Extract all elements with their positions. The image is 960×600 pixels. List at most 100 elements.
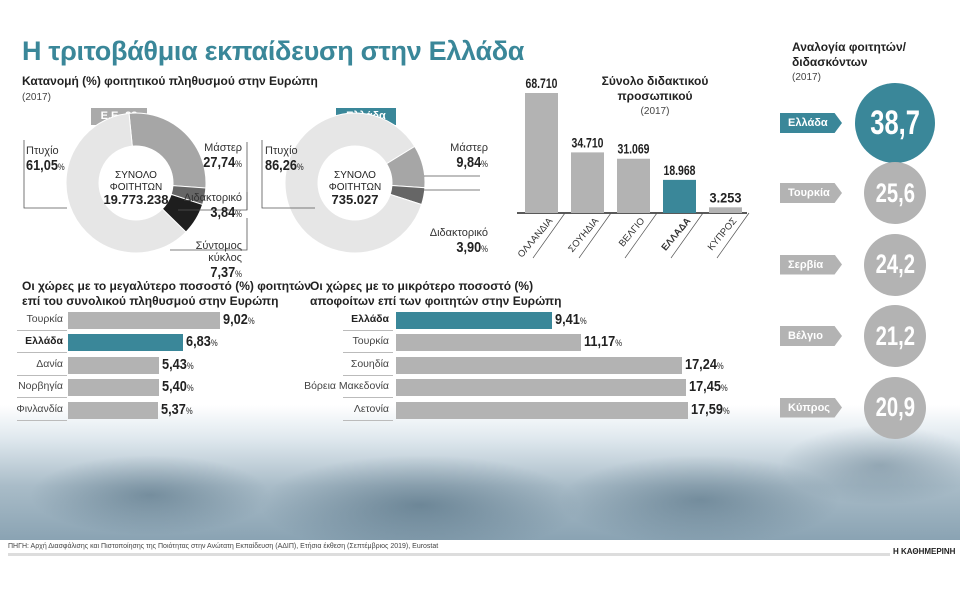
hbar-value: 17,59% <box>690 400 730 418</box>
hbar-value: 11,17% <box>584 333 623 351</box>
leader-line <box>170 218 248 251</box>
row-label: Τουρκία <box>352 335 389 348</box>
row-label: Δανία <box>36 357 63 370</box>
row-divider <box>343 330 393 331</box>
row-divider <box>343 419 393 421</box>
bar-ΕΛΛΑΔΑ <box>663 179 696 213</box>
hbar-value: 17,24% <box>685 355 724 373</box>
category-label: ΕΛΛΑΔΑ <box>659 216 693 253</box>
eu-center-label: ΣΥΝΟΛΟ ΦΟΙΤΗΤΩΝ 19.773.238 <box>103 170 169 207</box>
bar-value-label: 34.710 <box>572 134 604 150</box>
ratio-title: Αναλογία φοιτητών/διδασκόντων <box>792 40 906 69</box>
hbar-value: 17,45% <box>688 378 728 396</box>
ratio-bubble: 25,6 <box>864 162 926 224</box>
hbar-value: 5,40% <box>161 378 194 396</box>
row-divider <box>17 352 67 354</box>
footer-divider <box>8 553 890 556</box>
hbar2-title: Οι χώρες με το μικρότερο ποσοστό (%) απο… <box>310 279 562 308</box>
ratio-bubble: 24,2 <box>864 233 926 296</box>
brand-logo: Η ΚΑΘΗΜΕΡΙΝΗ <box>893 547 956 556</box>
row-divider <box>17 330 67 331</box>
bar-value-label: 31.069 <box>618 141 650 157</box>
donut-slice-Πτυχίο <box>284 112 423 254</box>
tick-line <box>578 212 612 259</box>
tick-line <box>624 212 658 259</box>
ratio-country-label: Κύπρος <box>780 397 842 418</box>
row-label: Φινλανδία <box>16 402 63 415</box>
bar-ΚΥΠΡΟΣ <box>709 207 742 213</box>
ratio-bubble: 20,9 <box>864 376 926 439</box>
row-label: Ελλάδα <box>351 313 389 325</box>
ratio-country-label: Βέλγιο <box>780 326 842 346</box>
hbar-value: 6,83% <box>186 333 218 351</box>
ratio-year: (2017) <box>792 72 821 83</box>
row-divider <box>17 397 67 399</box>
page-title: Η τριτοβάθμια εκπαίδευση στην Ελλάδα <box>22 36 525 66</box>
hbar-Τουρκία <box>396 334 582 352</box>
gr-center-label: ΣΥΝΟΛΟ ΦΟΙΤΗΤΩΝ 735.027 <box>328 170 382 207</box>
donut-charts <box>23 112 480 254</box>
hbar-Φινλανδία <box>68 401 159 419</box>
row-label: Τουρκία <box>26 313 63 325</box>
row-label: Νορβηγία <box>18 380 63 393</box>
tick-line <box>532 212 566 259</box>
ratio-country-label: Τουρκία <box>780 183 842 203</box>
bar-value-label: 18.968 <box>664 162 696 178</box>
bar-ΒΕΛΓΙΟ <box>617 158 650 213</box>
row-divider <box>343 374 393 376</box>
donut-slice-Πτυχίο <box>65 112 187 254</box>
hbar-Τουρκία <box>68 312 220 329</box>
ratio-country-label: Ελλάδα <box>780 113 842 133</box>
gr-master-label: Μάστερ 9,84% <box>450 142 488 171</box>
staff-chart-title: Σύνολο διδακτικού προσωπικού <box>601 74 709 103</box>
hbar-Ελλάδα <box>396 312 553 329</box>
eu-bachelor-label: Πτυχίο 61,05% <box>26 145 65 174</box>
row-label: Ελλάδα <box>25 335 63 348</box>
row-label: Σουηδία <box>350 357 389 370</box>
bar-ΣΟΥΗΔΙΑ <box>571 152 604 213</box>
donut-slice-Μάστερ <box>128 112 207 189</box>
hbar-Σουηδία <box>396 356 683 374</box>
eu-short-cycle-label: Σύντομος κύκλος 7,37% <box>195 240 242 281</box>
row-divider <box>17 419 67 421</box>
bar-value-label: 68.710 <box>526 75 558 91</box>
staff-chart-year: (2017) <box>640 106 670 117</box>
hbar-value: 5,37% <box>161 400 194 418</box>
category-label: ΚΥΠΡΟΣ <box>706 216 740 253</box>
source-note: ΠΗΓΗ: Αρχή Διασφάλισης και Πιστοποίησης … <box>8 543 439 550</box>
staff-bar-chart: 68.710ΟΛΛΑΝΔΙΑ34.710ΣΟΥΗΔΙΑ31.069ΒΕΛΓΙΟ1… <box>516 75 750 260</box>
hbar-Δανία <box>68 356 160 374</box>
ratio-bubble: 21,2 <box>864 305 926 367</box>
hbar-value: 5,43% <box>162 355 195 373</box>
row-divider <box>343 397 393 399</box>
row-divider <box>343 352 393 354</box>
eu-master-label: Μάστερ 27,74% <box>203 142 242 171</box>
hbar-value: 9,41% <box>555 311 587 328</box>
hbar1-title: Οι χώρες με το μεγαλύτερο ποσοστό (%) φο… <box>22 279 311 308</box>
hbar-Ελλάδα <box>68 334 184 352</box>
pie-section-year: (2017) <box>22 92 51 103</box>
row-label: Λετονία <box>353 402 389 415</box>
row-label: Βόρεια Μακεδονία <box>304 380 389 393</box>
ratio-bubble: 38,7 <box>855 83 935 163</box>
leader-line <box>261 140 315 209</box>
gr-bachelor-label: Πτυχίο 86,26% <box>265 145 304 174</box>
hbar-Βόρεια Μακεδονία <box>396 379 686 397</box>
hbar-value: 9,02% <box>222 311 255 328</box>
category-label: ΟΛΛΑΝΔΙΑ <box>516 215 556 260</box>
tick-line <box>670 212 704 259</box>
leader-line <box>424 189 480 191</box>
hbar-Νορβηγία <box>68 379 159 397</box>
hbar-Λετονία <box>396 401 688 419</box>
ratio-country-label: Σερβία <box>780 254 842 275</box>
category-label: ΣΟΥΗΔΙΑ <box>566 215 602 254</box>
bar-value-label: 3.253 <box>710 189 742 205</box>
tick-line <box>716 212 750 259</box>
pie-section-title: Κατανομή (%) φοιτητικού πληθυσμού στην Ε… <box>22 74 318 88</box>
lecture-hall-photo <box>0 405 960 540</box>
leader-line <box>424 175 480 177</box>
leader-line <box>23 140 67 209</box>
eu-phd-label: Διδακτορικό 3,84% <box>183 192 242 221</box>
gr-phd-label: Διδακτορικό 3,90% <box>429 227 488 256</box>
bar-ΟΛΛΑΝΔΙΑ <box>525 93 558 213</box>
